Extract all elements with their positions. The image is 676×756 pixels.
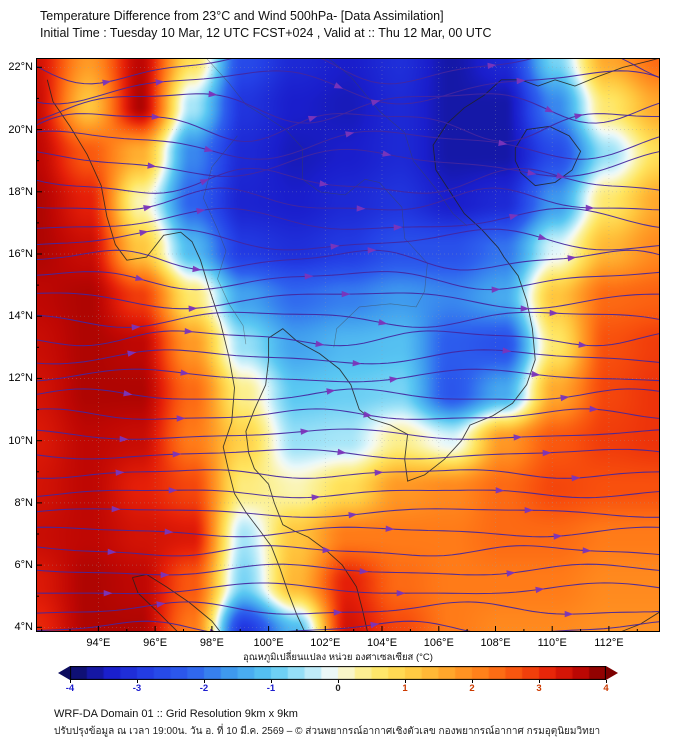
colorbar-tick-label: 1 — [402, 683, 408, 694]
colorbar: -4 -3 -2 -1 0 1 2 3 4 — [58, 666, 618, 694]
x-axis-tick-label: 104°E — [366, 637, 398, 649]
y-axis-tick-label: 18°N — [8, 185, 33, 198]
chart-subtitle: Initial Time : Tuesday 10 Mar, 12 UTC FC… — [40, 26, 492, 40]
x-axis-tick-label: 94°E — [86, 637, 111, 649]
colorbar-tick — [472, 680, 473, 683]
colorbar-tick — [204, 680, 205, 683]
colorbar-tick-label: 3 — [536, 683, 542, 694]
y-axis-tick-label: 4°N — [14, 621, 33, 634]
colorbar-tick — [539, 680, 540, 683]
y-axis-tick-label: 8°N — [14, 496, 33, 509]
colorbar-tick — [137, 680, 138, 683]
x-axis-tick-label: 110°E — [537, 637, 567, 649]
colorbar-tick — [405, 680, 406, 683]
chart-title: Temperature Difference from 23°C and Win… — [40, 9, 444, 23]
x-axis-tick-label: 100°E — [253, 637, 284, 649]
colorbar-tick-label: 4 — [603, 683, 609, 694]
y-axis-tick-label: 22°N — [8, 61, 33, 74]
colorbar-gradient — [70, 666, 606, 680]
temperature-field-canvas — [36, 58, 660, 632]
y-axis-tick-label: 6°N — [14, 559, 33, 572]
x-axis-tick-label: 108°E — [480, 637, 511, 649]
colorbar-tick-label: -4 — [65, 683, 75, 694]
colorbar-tick-label: -1 — [266, 683, 276, 694]
y-axis-tick-label: 20°N — [8, 123, 33, 136]
colorbar-max-arrow-icon — [606, 666, 618, 680]
x-axis-tick-label: 112°E — [594, 637, 624, 649]
colorbar-min-arrow-icon — [58, 666, 70, 680]
x-axis-tick-label: 96°E — [143, 637, 168, 649]
colorbar-tick-label: -2 — [199, 683, 209, 694]
x-axis-tick-label: 106°E — [423, 637, 454, 649]
footer-update-info: ปรับปรุงข้อมูล ณ เวลา 19:00น. วัน อ. ที่… — [54, 726, 601, 737]
x-axis-tick-label: 98°E — [199, 637, 224, 649]
colorbar-tick-label: 2 — [469, 683, 475, 694]
y-axis-tick-label: 14°N — [8, 310, 33, 323]
colorbar-title: อุณหภูมิเปลี่ยนแปลง หน่วย องศาเซลเซียส (… — [243, 652, 433, 663]
colorbar-tick — [271, 680, 272, 683]
y-axis-tick-label: 16°N — [8, 248, 33, 260]
footer-domain-info: WRF-DA Domain 01 :: Grid Resolution 9km … — [54, 708, 298, 720]
colorbar-tick-label: -3 — [132, 683, 142, 694]
y-axis-tick-label: 10°N — [8, 434, 33, 447]
colorbar-tick — [338, 680, 339, 683]
colorbar-tick — [606, 680, 607, 683]
x-axis-tick-label: 102°E — [310, 637, 341, 649]
y-axis-tick-label: 12°N — [8, 372, 33, 385]
colorbar-tick-label: 0 — [335, 683, 341, 694]
colorbar-tick — [70, 680, 71, 683]
